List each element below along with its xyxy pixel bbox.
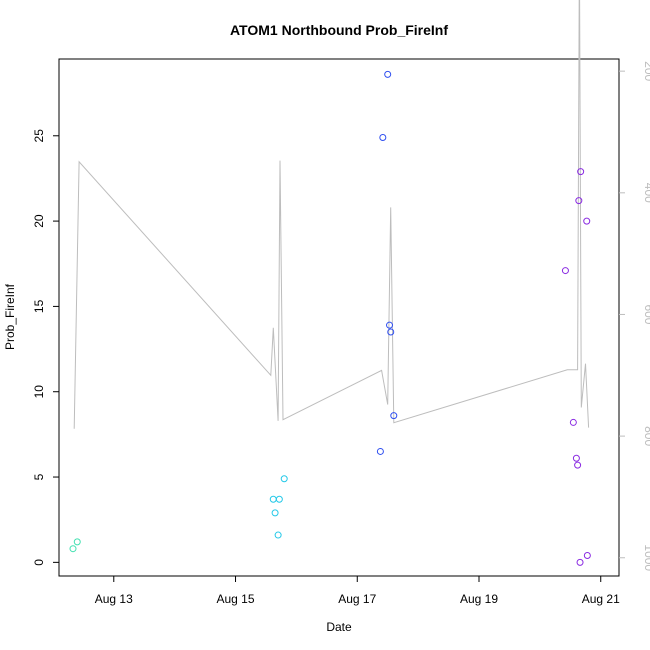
- data-point: [376, 447, 384, 455]
- chart-title: ATOM1 Northbound Prob_FireInf: [230, 22, 448, 38]
- y-tick-label: 0: [32, 559, 46, 566]
- data-point: [574, 461, 582, 469]
- series-line: [73, 0, 590, 429]
- y-right-tick-label: 600: [642, 304, 650, 324]
- data-point: [583, 217, 591, 225]
- data-point: [561, 267, 569, 275]
- data-point: [271, 509, 279, 517]
- x-tick-label: Aug 13: [95, 592, 133, 606]
- data-point: [386, 321, 394, 329]
- data-point: [575, 197, 583, 205]
- y-tick-label: 5: [32, 473, 46, 480]
- y-right-tick-label: 400: [642, 183, 650, 203]
- data-point: [576, 558, 584, 566]
- data-point: [572, 454, 580, 462]
- y-tick-label: 10: [32, 385, 46, 399]
- data-point: [69, 545, 77, 553]
- line-series-layer: [73, 0, 590, 429]
- data-point: [73, 538, 81, 546]
- y-tick-label: 15: [32, 299, 46, 313]
- data-point: [384, 70, 392, 78]
- y-tick-label: 25: [32, 129, 46, 143]
- data-point: [583, 552, 591, 560]
- x-tick-label: Aug 15: [216, 592, 254, 606]
- plot-frame: [58, 58, 620, 577]
- y-axis-label: Prob_FireInf: [3, 283, 17, 350]
- y-right-tick-label: 800: [642, 426, 650, 446]
- x-axis: Aug 13 Aug 15 Aug 17 Aug 19 Aug 21: [95, 576, 620, 606]
- data-point: [269, 495, 277, 503]
- data-point: [577, 168, 585, 176]
- y-right-tick-label: 1000: [642, 544, 650, 571]
- x-tick-label: Aug 21: [582, 592, 620, 606]
- y-axis: 0 5 10 15 20 25: [32, 129, 59, 566]
- data-point: [387, 328, 395, 336]
- x-tick-label: Aug 17: [338, 592, 376, 606]
- y-tick-label: 20: [32, 214, 46, 228]
- points-layer: [69, 70, 591, 566]
- data-point: [274, 531, 282, 539]
- data-point: [379, 133, 387, 141]
- x-axis-label: Date: [326, 620, 352, 634]
- data-point: [390, 412, 398, 420]
- data-point: [275, 495, 283, 503]
- data-point: [280, 475, 288, 483]
- data-point: [569, 418, 577, 426]
- y-right-tick-label: 200: [642, 61, 650, 81]
- x-tick-label: Aug 19: [460, 592, 498, 606]
- y-axis-right: 200 400 600 800 1000: [619, 61, 650, 571]
